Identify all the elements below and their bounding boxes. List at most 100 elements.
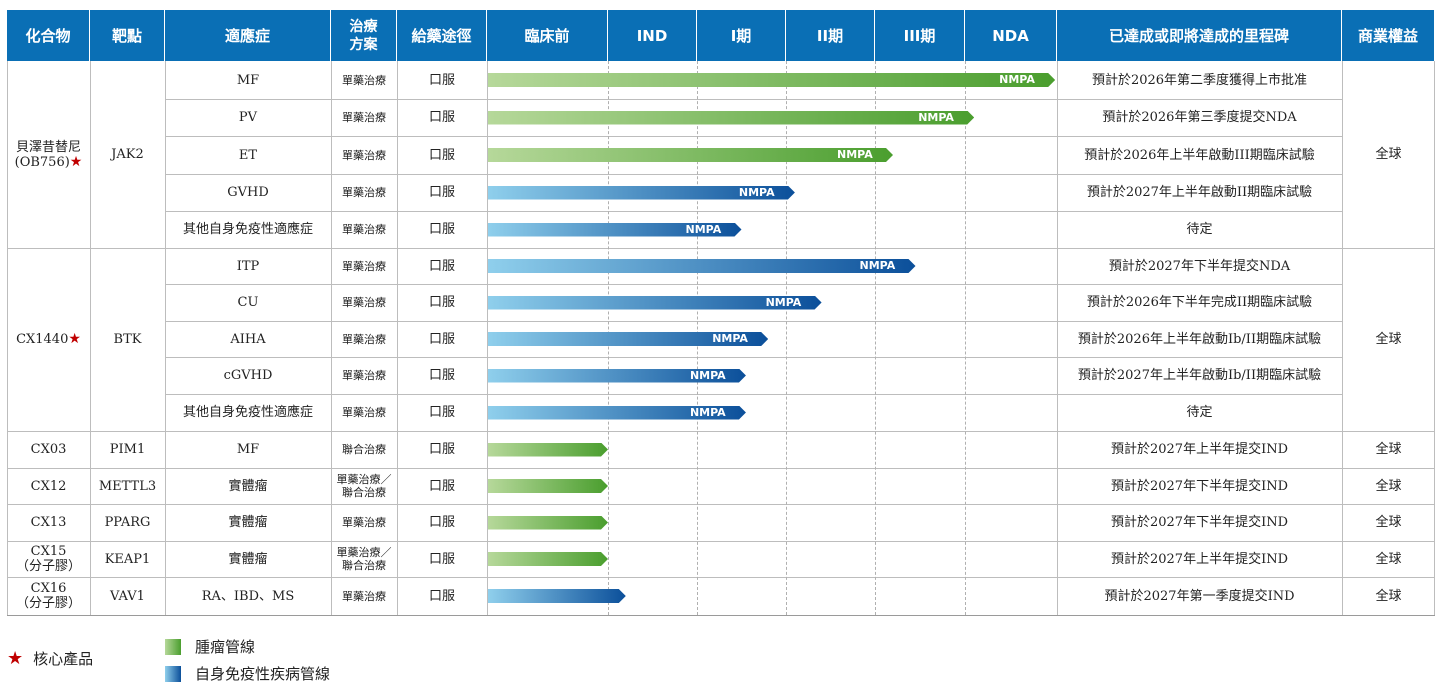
bar-oncology <box>488 111 974 125</box>
indication-cell: GVHD <box>227 185 269 200</box>
col-divider <box>1342 61 1343 615</box>
compound-cell: CX16 （分子膠） <box>7 577 90 615</box>
header-route: 給藥途徑 <box>397 10 487 61</box>
milestone-cell: 預計於2026年上半年啟動Ib/II期臨床試驗 <box>1077 331 1322 347</box>
header-preclinical: 臨床前 <box>487 10 608 61</box>
autoimmune-swatch-icon <box>165 665 181 682</box>
header-ind: IND <box>608 10 697 61</box>
route-cell: 口服 <box>428 110 455 125</box>
route-cell: 口服 <box>428 551 455 567</box>
core-star-icon: ★ <box>68 331 81 347</box>
regimen-cell: 單藥治療 <box>342 73 386 87</box>
legend-autoimmune-label: 自身免疫性疾病管線 <box>195 665 331 683</box>
oncology-swatch-icon <box>165 638 181 655</box>
indication-cell: 實體瘤 <box>228 478 268 494</box>
bar-label: NMPA <box>685 222 722 236</box>
bar-oncology <box>488 552 608 566</box>
bar-label: NMPA <box>689 405 726 419</box>
target-cell: PIM1 <box>109 442 146 457</box>
route-cell: 口服 <box>428 515 455 530</box>
route-cell: 口服 <box>428 147 455 163</box>
rights-cell: 全球 <box>1375 588 1402 604</box>
row-divider <box>7 247 1435 249</box>
route-cell: 口服 <box>428 588 455 604</box>
compound-cell: CX13 <box>7 504 90 541</box>
compound-sub-line: (OB756)★ <box>15 153 83 170</box>
pipeline-table: 化合物 靶點 適應症 治療方案 給藥途徑 臨床前 IND I期 II期 III期 NDA 已達成或即將… <box>7 10 1435 616</box>
compound-label: CX03 <box>30 442 67 457</box>
compound-name: CX03 <box>31 442 67 457</box>
milestone-cell: 預計於2027年下半年提交IND <box>1110 478 1289 494</box>
bar-label: NMPA <box>837 148 873 161</box>
compound-cell: CX12 <box>7 468 90 504</box>
compound-name: CX16 <box>31 581 67 596</box>
indication-cell: AIHA <box>230 331 266 347</box>
indication-cell: ET <box>238 147 258 163</box>
regimen-cell: 單藥治療／聯合治療 <box>336 546 392 572</box>
bar-autoimmune <box>488 223 742 237</box>
indication-cell: 其他自身免疫性適應症 <box>182 405 313 420</box>
legend-core: ★ 核心產品 <box>7 648 93 669</box>
route-cell: 口服 <box>428 258 455 274</box>
rights-cell: 全球 <box>1375 147 1402 162</box>
indication-cell: PV <box>238 110 258 125</box>
col-divider <box>397 61 398 615</box>
route-cell: 口服 <box>428 222 455 237</box>
header-rights: 商業權益 <box>1342 10 1435 61</box>
core-star-icon: ★ <box>69 153 83 170</box>
regimen-cell: 單藥治療 <box>342 516 386 529</box>
compound-name: CX12 <box>31 479 67 494</box>
row-divider <box>165 135 1342 137</box>
row-divider <box>165 98 1342 100</box>
header-nda: NDA <box>965 10 1057 61</box>
legend-oncology: 腫瘤管線 <box>165 636 255 657</box>
regimen-cell: 單藥治療 <box>342 296 386 309</box>
bar-label: NMPA <box>918 110 954 124</box>
compound-cell: CX03 <box>7 431 90 468</box>
compound-name: CX13 <box>31 515 67 530</box>
target-cell: JAK2 <box>111 147 144 162</box>
route-cell: 口服 <box>428 185 455 200</box>
row-divider <box>165 356 1342 358</box>
compound-sub: （分子膠） <box>15 596 81 611</box>
bar-oncology <box>488 516 608 530</box>
milestone-cell: 預計於2027年上半年啟動Ib/II期臨床試驗 <box>1077 368 1322 383</box>
indication-cell: CU <box>237 295 259 310</box>
route-cell: 口服 <box>428 331 455 347</box>
milestone-cell: 預計於2026年上半年啟動III期臨床試驗 <box>1084 147 1315 163</box>
row-divider <box>7 576 1435 578</box>
legend-autoimmune: 自身免疫性疾病管線 <box>165 663 330 684</box>
indication-cell: 其他自身免疫性適應症 <box>182 222 313 237</box>
row-divider <box>7 503 1435 505</box>
header-compound: 化合物 <box>7 10 90 61</box>
route-cell: 口服 <box>428 442 455 457</box>
route-cell: 口服 <box>428 368 455 383</box>
compound-cell: 貝澤昔替尼 (OB756)★ <box>7 61 90 248</box>
row-divider <box>165 210 1342 212</box>
row-divider <box>7 540 1435 542</box>
star-icon: ★ <box>7 648 24 669</box>
rights-cell: 全球 <box>1375 551 1402 567</box>
row-divider <box>7 430 1435 432</box>
header-milestone: 已達成或即將達成的里程碑 <box>1057 10 1342 61</box>
target-cell: KEAP1 <box>104 551 151 567</box>
compound-label: CX15 <box>30 544 67 559</box>
col-divider <box>1057 61 1058 615</box>
bar-oncology <box>488 148 893 162</box>
col-divider <box>1434 61 1435 615</box>
indication-cell: 實體瘤 <box>228 515 268 530</box>
route-cell: 口服 <box>428 405 455 420</box>
indication-cell: MF <box>236 442 260 457</box>
header-regimen: 治療方案 <box>331 10 397 61</box>
col-divider <box>331 61 332 615</box>
regimen-cell: 單藥治療 <box>342 111 386 124</box>
col-divider <box>7 61 8 615</box>
milestone-cell: 預計於2026年第三季度提交NDA <box>1102 110 1297 125</box>
regimen-cell: 單藥治療 <box>342 332 386 346</box>
bar-label: NMPA <box>689 368 726 382</box>
legend-core-label: 核心產品 <box>33 650 94 668</box>
route-cell: 口服 <box>428 478 455 494</box>
indication-cell: 實體瘤 <box>228 551 268 567</box>
compound-cell: CX15 （分子膠） <box>7 541 90 577</box>
bar-autoimmune <box>488 406 746 420</box>
